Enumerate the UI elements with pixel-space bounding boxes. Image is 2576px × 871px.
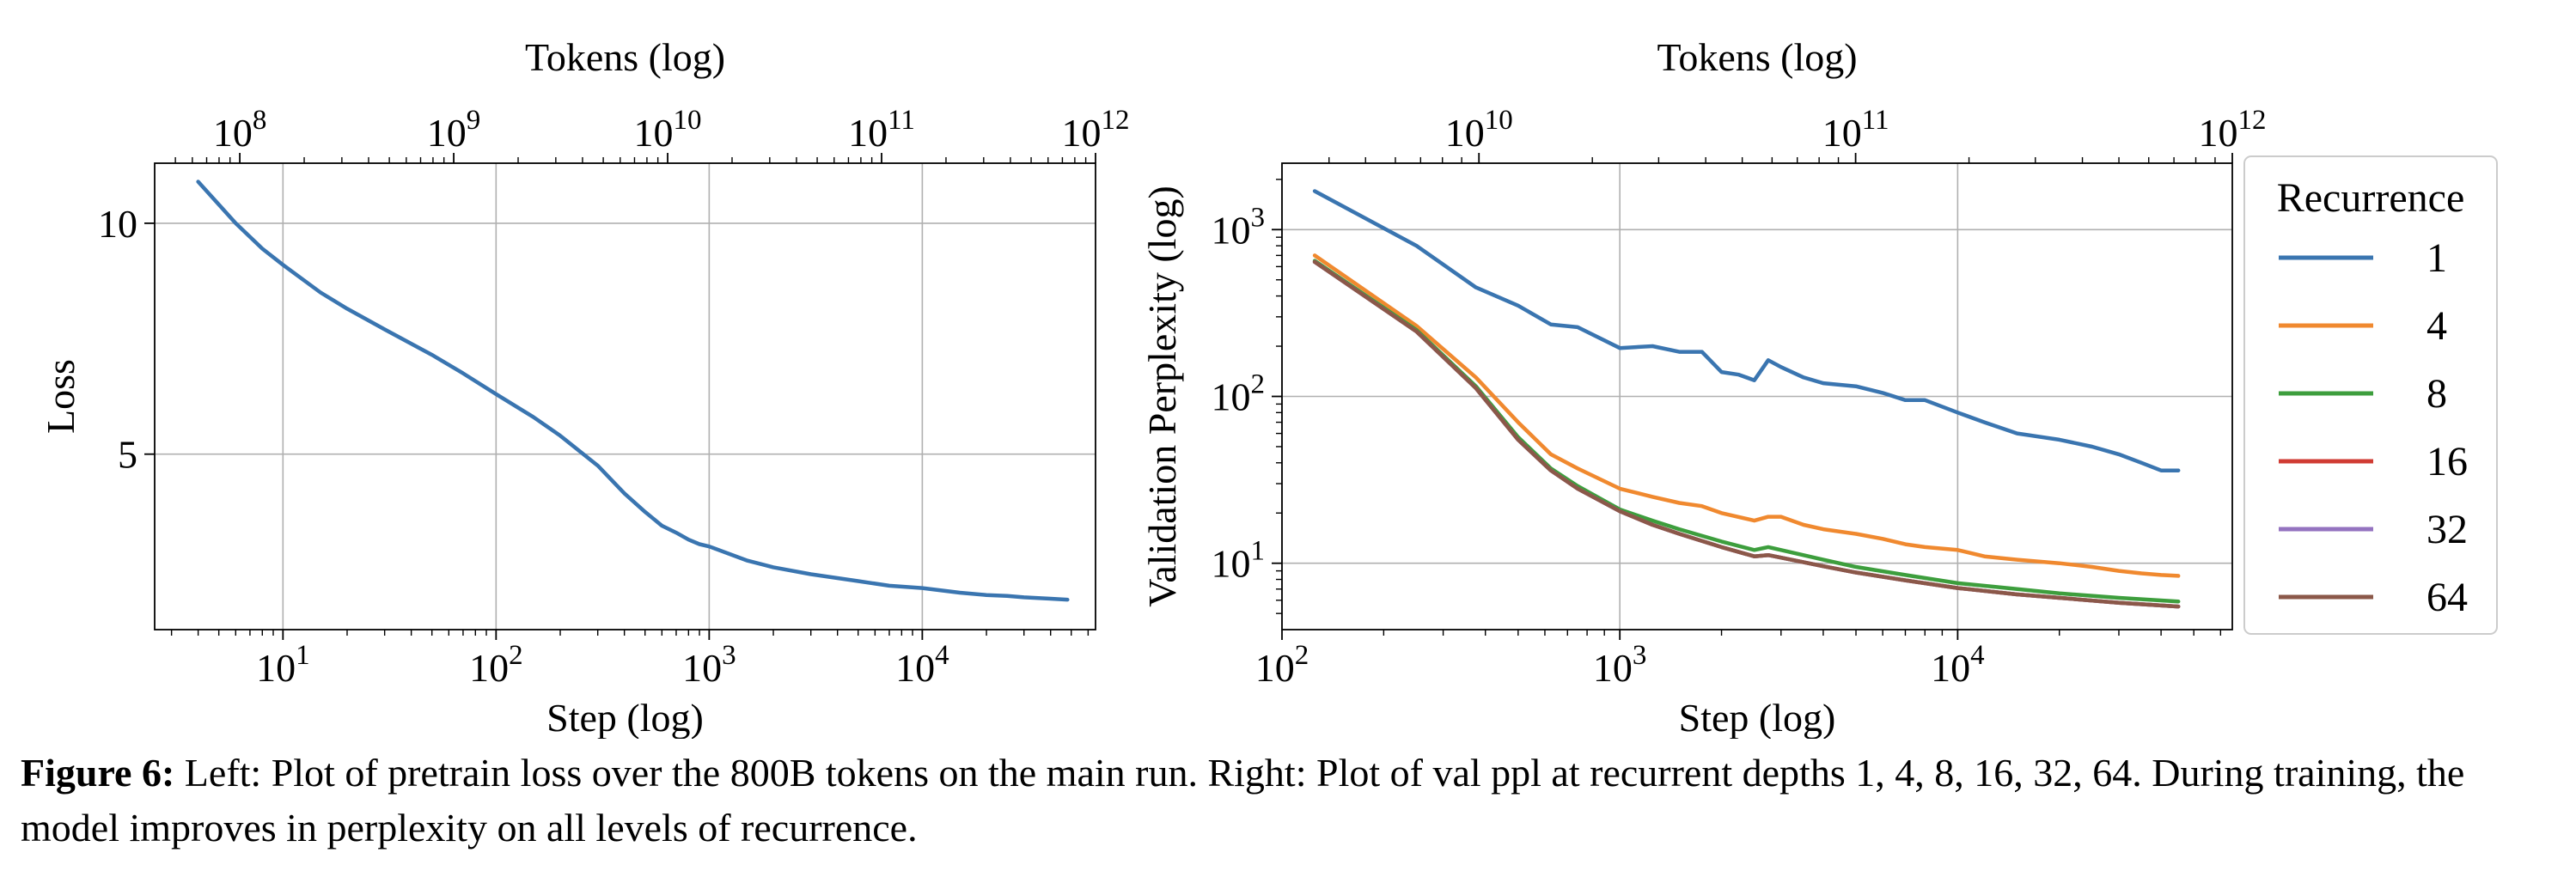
- ppl-series-line-1: [1312, 189, 2181, 472]
- perplexity-chart: 102 103 104 101 102 103 1010 1011 1012 Step (log)…: [1140, 35, 2267, 739]
- loss-y-tick-label: 10: [98, 202, 137, 246]
- loss-x-tick-label: 101: [256, 640, 310, 690]
- legend-label-64: 64: [2426, 575, 2468, 620]
- ppl-series-line-8: [1312, 259, 2181, 604]
- ppl-series-line-64: [1312, 259, 2181, 609]
- legend-label-16: 16: [2426, 439, 2468, 484]
- ppl-x-tick-label: 103: [1593, 640, 1647, 690]
- loss-top-tick-label: 108: [213, 105, 267, 155]
- loss-x-tick-label: 103: [682, 640, 736, 690]
- ppl-x-tick-label: 104: [1931, 640, 1985, 690]
- recurrence-legend: Recurrence 1 4 8 16 32 64: [2243, 155, 2498, 635]
- ppl-series-line-4: [1312, 253, 2181, 578]
- ppl-y-axis-label: Validation Perplexity (log): [1140, 186, 1184, 607]
- figure-caption: Figure 6: Left: Plot of pretrain loss ov…: [21, 746, 2564, 856]
- ppl-top-tick-label: 1011: [1822, 105, 1889, 155]
- legend-label-8: 8: [2426, 371, 2447, 417]
- ppl-top-tick-label: 1010: [1445, 105, 1513, 155]
- legend-label-32: 32: [2426, 507, 2468, 552]
- ppl-y-tick-label: 101: [1212, 536, 1266, 586]
- loss-y-axis-label: Loss: [39, 359, 82, 434]
- loss-plot-frame: [154, 162, 1096, 630]
- loss-x-tick-label: 104: [895, 640, 949, 690]
- loss-chart: 101 102 103 104 5 10 108 109 1010 1011 1012 Step (l…: [39, 35, 1130, 739]
- loss-top-tick-label: 1010: [634, 105, 702, 155]
- legend-title: Recurrence: [2277, 175, 2465, 221]
- caption-label: Figure 6:: [21, 751, 175, 795]
- legend-label-4: 4: [2426, 303, 2447, 349]
- caption-text: Left: Plot of pretrain loss over the 800…: [21, 751, 2465, 850]
- ppl-top-tick-label: 1012: [2199, 105, 2267, 155]
- loss-top-tick-label: 1012: [1062, 105, 1130, 155]
- ppl-y-tick-label: 102: [1212, 369, 1266, 419]
- ppl-x-tick-label: 102: [1255, 640, 1309, 690]
- loss-x-axis-label: Step (log): [546, 696, 704, 739]
- loss-top-axis-label: Tokens (log): [525, 35, 725, 79]
- loss-y-tick-label: 5: [118, 433, 137, 477]
- legend-label-1: 1: [2426, 235, 2447, 281]
- loss-top-tick-label: 109: [427, 105, 481, 155]
- loss-top-tick-label: 1011: [848, 105, 915, 155]
- loss-x-tick-label: 102: [469, 640, 523, 690]
- loss-series-line-1: [196, 180, 1070, 602]
- ppl-x-axis-label: Step (log): [1679, 696, 1836, 739]
- ppl-y-tick-label: 103: [1212, 202, 1266, 252]
- ppl-top-axis-label: Tokens (log): [1657, 35, 1857, 79]
